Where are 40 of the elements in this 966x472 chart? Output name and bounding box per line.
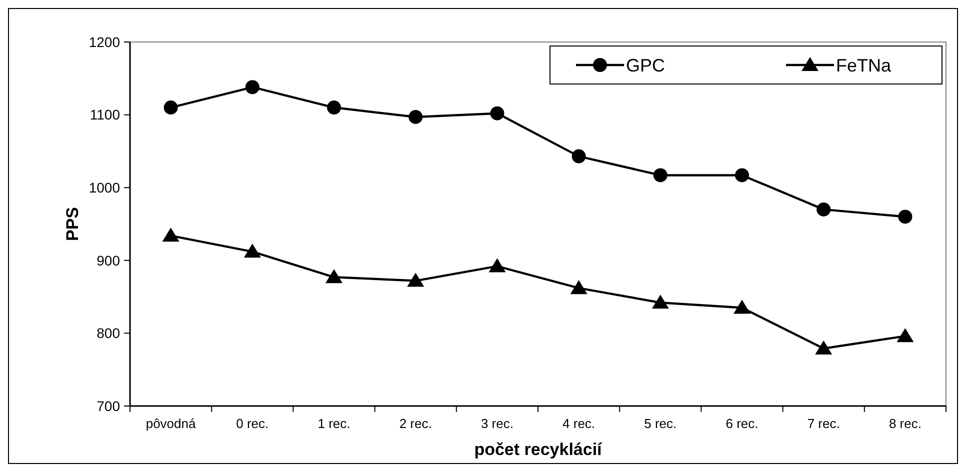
x-tick-label: 1 rec. (318, 416, 350, 431)
point (245, 80, 260, 94)
point (488, 258, 506, 272)
x-tick-label: 2 rec. (399, 416, 432, 431)
point (244, 244, 261, 258)
point (652, 294, 669, 309)
x-tick-label: 8 rec. (888, 416, 922, 431)
point (490, 106, 504, 120)
point (408, 110, 423, 124)
x-tick-label: 0 rec. (236, 416, 269, 431)
point (815, 340, 832, 354)
point (407, 272, 424, 287)
point (162, 228, 180, 242)
y-tick-label: 1200 (88, 34, 120, 50)
legend-label: GPC (626, 55, 666, 76)
x-tick-label: 3 rec. (480, 416, 514, 431)
point (735, 168, 749, 182)
y-tick-label: 800 (96, 325, 120, 342)
y-tick-label: 1000 (88, 180, 120, 196)
point (896, 328, 914, 342)
y-tick-label: 700 (96, 398, 120, 414)
x-tick-label: 4 rec. (562, 416, 596, 431)
point (327, 100, 341, 115)
y-tick-label: 1100 (90, 106, 120, 123)
point (572, 149, 586, 164)
point (164, 100, 178, 115)
point (898, 210, 912, 224)
y-tick-label: 900 (96, 252, 120, 268)
point (816, 202, 831, 216)
x-tick-label: pôvodná (146, 416, 197, 431)
legend-label: FeTNa (836, 55, 892, 76)
point (326, 269, 342, 284)
point (653, 168, 668, 182)
x-tick-label: 6 rec. (726, 416, 758, 431)
point (734, 300, 750, 314)
point (570, 280, 588, 294)
x-axis-title: počet recyklácií (474, 440, 604, 459)
x-tick-label: 5 rec. (644, 416, 677, 431)
x-tick-label: 7 rec. (807, 416, 840, 431)
y-axis-title: PPS (63, 206, 82, 242)
